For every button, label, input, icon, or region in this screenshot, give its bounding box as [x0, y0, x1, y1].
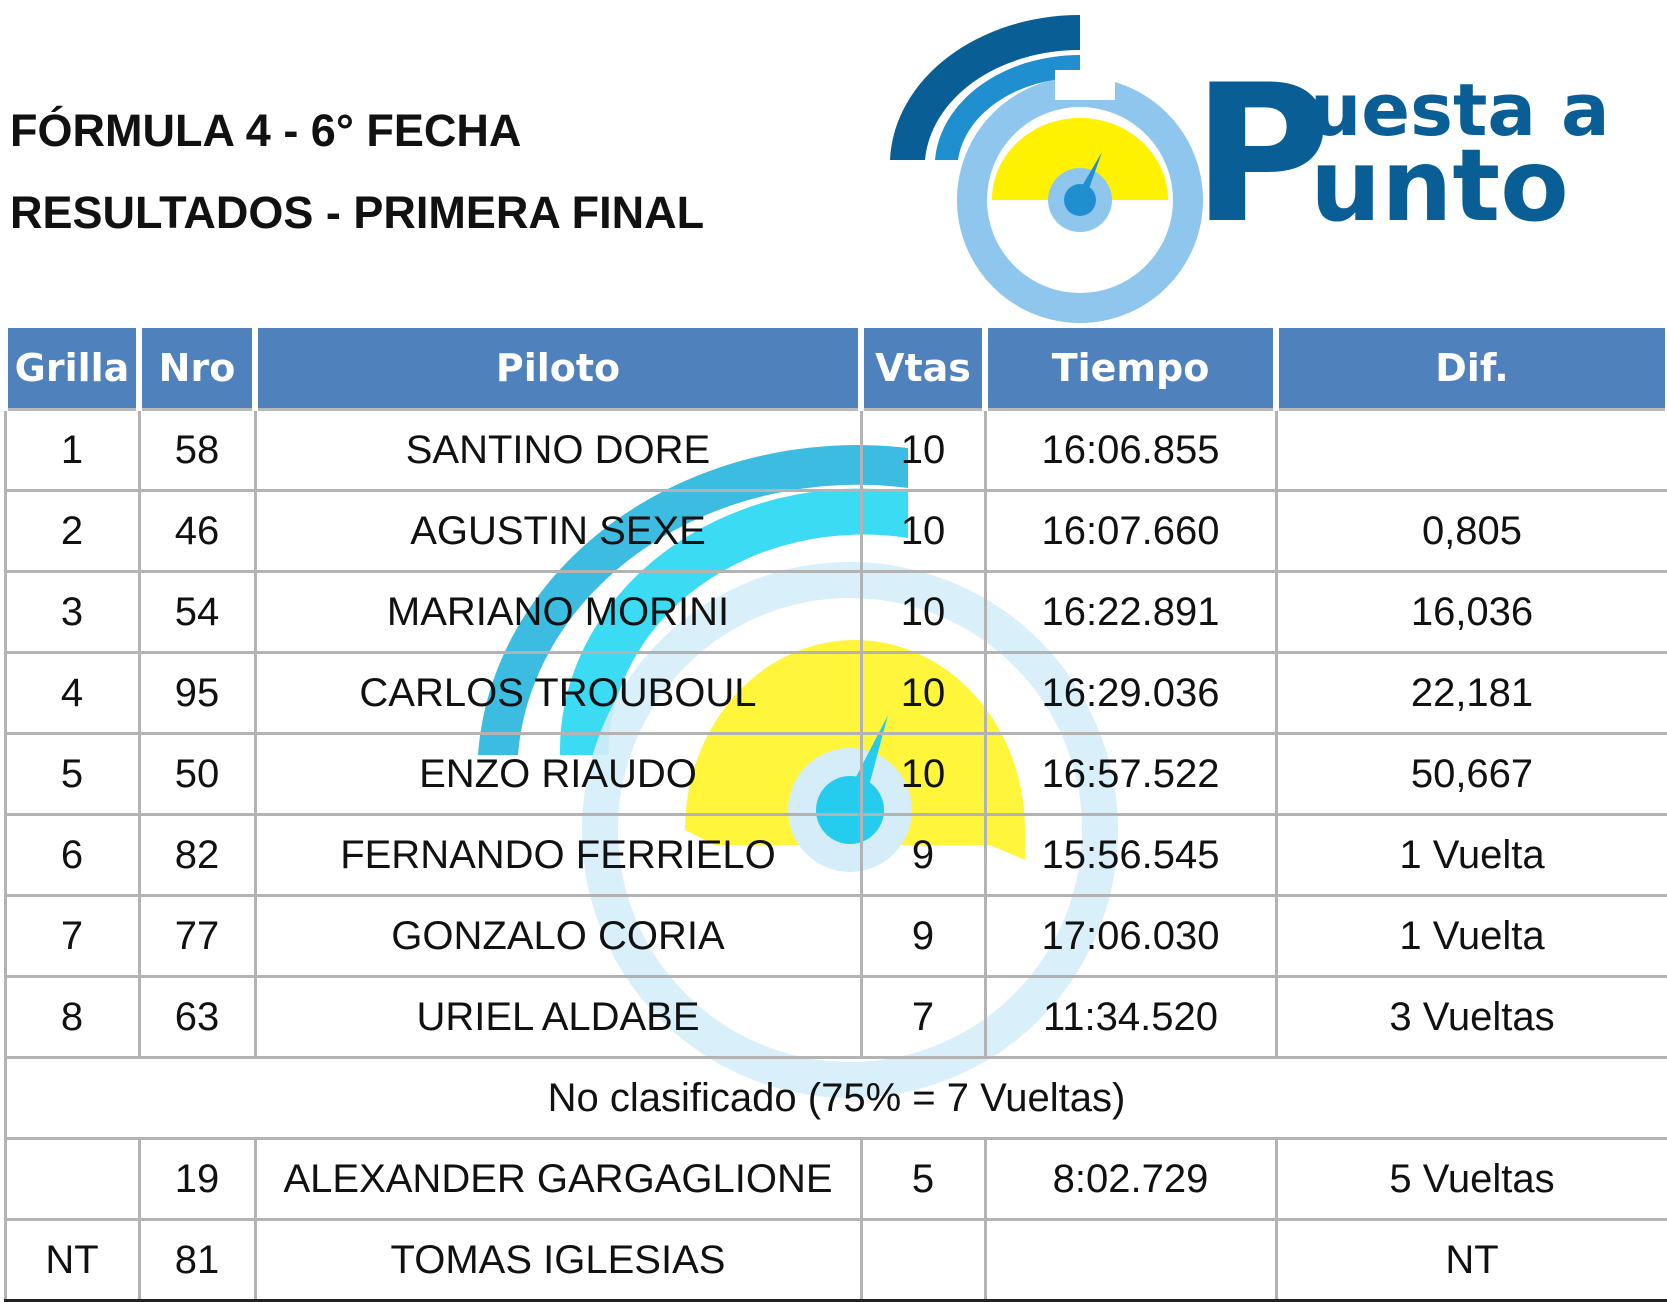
cell-dif	[1274, 408, 1667, 492]
table-row: 8 63 URIEL ALDABE 7 11:34.520 3 Vueltas	[3, 975, 1667, 1059]
not-classified-row: No clasificado (75% = 7 Vueltas)	[3, 1056, 1667, 1140]
cell-grilla: 2	[3, 489, 141, 573]
cell-dif: NT	[1274, 1218, 1667, 1302]
column-header-tiempo: Tiempo	[982, 328, 1279, 411]
cell-vtas: 10	[859, 489, 987, 573]
cell-dif: 3 Vueltas	[1274, 975, 1667, 1059]
cell-dif: 1 Vuelta	[1274, 894, 1667, 978]
cell-piloto: ALEXANDER GARGAGLIONE	[253, 1137, 863, 1221]
cell-grilla: 6	[3, 813, 141, 897]
cell-piloto: MARIANO MORINI	[253, 570, 863, 654]
cell-nro: 50	[137, 732, 257, 816]
table-row: 2 46 AGUSTIN SEXE 10 16:07.660 0,805	[3, 489, 1667, 573]
table-header-row: Grilla Nro Piloto Vtas Tiempo Dif.	[2, 328, 1667, 411]
cell-piloto: AGUSTIN SEXE	[253, 489, 863, 573]
column-header-nro: Nro	[136, 328, 258, 411]
table-row: 6 82 FERNANDO FERRIELO 9 15:56.545 1 Vue…	[3, 813, 1667, 897]
cell-piloto: GONZALO CORIA	[253, 894, 863, 978]
cell-dif: 5 Vueltas	[1274, 1137, 1667, 1221]
cell-nro: 82	[137, 813, 257, 897]
cell-piloto: CARLOS TROUBOUL	[253, 651, 863, 735]
cell-tiempo	[983, 1218, 1278, 1302]
cell-vtas: 10	[859, 651, 987, 735]
column-header-vtas: Vtas	[858, 328, 988, 411]
cell-vtas: 9	[859, 894, 987, 978]
cell-dif: 1 Vuelta	[1274, 813, 1667, 897]
cell-grilla: NT	[3, 1218, 141, 1302]
cell-tiempo: 16:22.891	[983, 570, 1278, 654]
table-row: 19 ALEXANDER GARGAGLIONE 5 8:02.729 5 Vu…	[3, 1137, 1667, 1221]
cell-grilla: 8	[3, 975, 141, 1059]
logo-letter-p: P	[1192, 44, 1331, 265]
table-row: 5 50 ENZO RIAUDO 10 16:57.522 50,667	[3, 732, 1667, 816]
cell-grilla: 1	[3, 408, 141, 492]
table-row: 1 58 SANTINO DORE 10 16:06.855	[3, 408, 1667, 492]
cell-dif: 0,805	[1274, 489, 1667, 573]
cell-piloto: ENZO RIAUDO	[253, 732, 863, 816]
cell-vtas: 9	[859, 813, 987, 897]
cell-vtas: 10	[859, 732, 987, 816]
page-title: FÓRMULA 4 - 6° FECHA	[10, 105, 522, 156]
cell-tiempo: 16:29.036	[983, 651, 1278, 735]
cell-grilla: 5	[3, 732, 141, 816]
cell-vtas	[859, 1218, 987, 1302]
cell-grilla: 3	[3, 570, 141, 654]
cell-tiempo: 8:02.729	[983, 1137, 1278, 1221]
results-table: Grilla Nro Piloto Vtas Tiempo Dif. 1 58 …	[2, 328, 1667, 1302]
cell-nro: 63	[137, 975, 257, 1059]
cell-tiempo: 11:34.520	[983, 975, 1278, 1059]
cell-dif: 22,181	[1274, 651, 1667, 735]
cell-grilla: 7	[3, 894, 141, 978]
column-header-dif: Dif.	[1273, 328, 1667, 411]
page-subtitle: RESULTADOS - PRIMERA FINAL	[10, 187, 705, 238]
not-classified-note: No clasificado (75% = 7 Vueltas)	[3, 1056, 1667, 1140]
cell-vtas: 10	[859, 408, 987, 492]
cell-nro: 58	[137, 408, 257, 492]
cell-nro: 54	[137, 570, 257, 654]
title-block: FÓRMULA 4 - 6° FECHA RESULTADOS - PRIMER…	[10, 90, 704, 254]
cell-nro: 19	[137, 1137, 257, 1221]
cell-nro: 46	[137, 489, 257, 573]
cell-tiempo: 16:06.855	[983, 408, 1278, 492]
table-row: 3 54 MARIANO MORINI 10 16:22.891 16,036	[3, 570, 1667, 654]
cell-nro: 81	[137, 1218, 257, 1302]
cell-nro: 95	[137, 651, 257, 735]
table-row: 7 77 GONZALO CORIA 9 17:06.030 1 Vuelta	[3, 894, 1667, 978]
cell-piloto: URIEL ALDABE	[253, 975, 863, 1059]
puesta-a-punto-logo: P uesta a unto	[880, 10, 1640, 330]
column-header-piloto: Piloto	[252, 328, 864, 411]
column-header-grilla: Grilla	[2, 328, 142, 411]
cell-piloto: FERNANDO FERRIELO	[253, 813, 863, 897]
cell-dif: 50,667	[1274, 732, 1667, 816]
table-row: 4 95 CARLOS TROUBOUL 10 16:29.036 22,181	[3, 651, 1667, 735]
cell-vtas: 5	[859, 1137, 987, 1221]
table-row: NT 81 TOMAS IGLESIAS NT	[3, 1218, 1667, 1302]
cell-grilla: 4	[3, 651, 141, 735]
cell-tiempo: 16:07.660	[983, 489, 1278, 573]
cell-vtas: 7	[859, 975, 987, 1059]
cell-tiempo: 15:56.545	[983, 813, 1278, 897]
logo-text-top: uesta a	[1310, 68, 1610, 152]
cell-tiempo: 16:57.522	[983, 732, 1278, 816]
cell-piloto: SANTINO DORE	[253, 408, 863, 492]
cell-nro: 77	[137, 894, 257, 978]
cell-piloto: TOMAS IGLESIAS	[253, 1218, 863, 1302]
logo-graphic: P uesta a unto	[890, 14, 1610, 323]
cell-dif: 16,036	[1274, 570, 1667, 654]
cell-grilla	[3, 1137, 141, 1221]
cell-vtas: 10	[859, 570, 987, 654]
logo-text-bottom: unto	[1310, 127, 1569, 244]
cell-tiempo: 17:06.030	[983, 894, 1278, 978]
